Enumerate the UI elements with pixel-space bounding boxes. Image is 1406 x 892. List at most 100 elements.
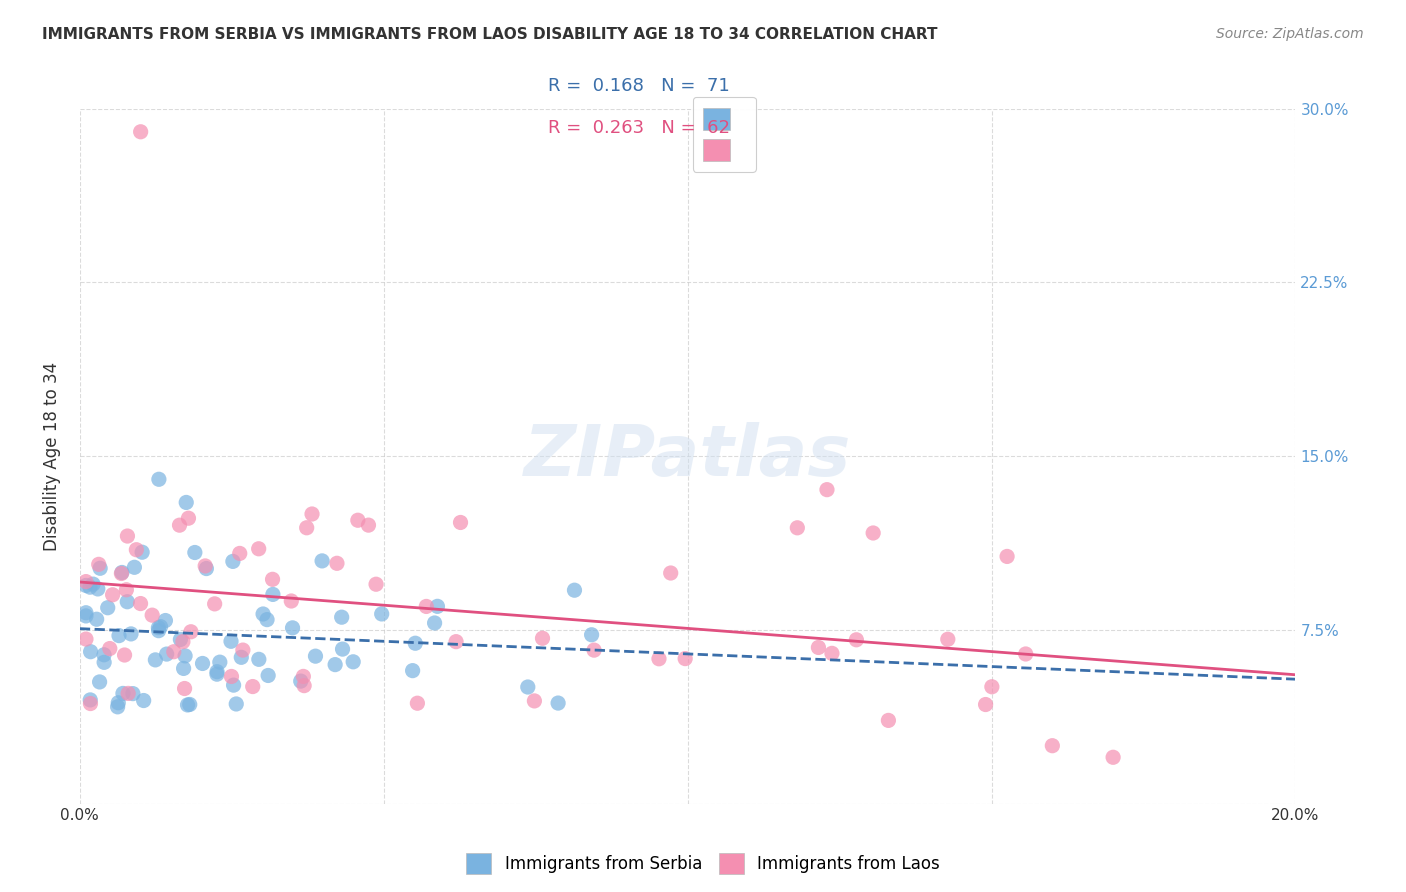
Immigrants from Laos [450, 516, 472, 530]
Immigrants from Serbia [124, 560, 146, 574]
Immigrants from Laos [163, 645, 186, 659]
Immigrants from Serbia [148, 472, 170, 486]
Immigrants from Serbia [111, 686, 134, 700]
Immigrants from Serbia [219, 634, 242, 648]
Immigrants from Serbia [93, 656, 115, 670]
Immigrants from Serbia [131, 545, 153, 559]
Immigrants from Serbia [87, 582, 110, 596]
Immigrants from Serbia [208, 655, 231, 669]
Immigrants from Laos [141, 608, 163, 623]
Immigrants from Serbia [332, 642, 354, 657]
Immigrants from Serbia [195, 561, 218, 575]
Immigrants from Serbia [149, 620, 172, 634]
Immigrants from Serbia [323, 657, 346, 672]
Immigrants from Serbia [247, 652, 270, 666]
Immigrants from Laos [114, 648, 136, 662]
Immigrants from Serbia [79, 580, 101, 594]
Text: IMMIGRANTS FROM SERBIA VS IMMIGRANTS FROM LAOS DISABILITY AGE 18 TO 34 CORRELATI: IMMIGRANTS FROM SERBIA VS IMMIGRANTS FRO… [42, 27, 938, 42]
Immigrants from Serbia [225, 697, 247, 711]
Immigrants from Laos [262, 572, 284, 586]
Immigrants from Laos [110, 566, 132, 581]
Immigrants from Laos [936, 632, 959, 647]
Immigrants from Laos [1040, 739, 1063, 753]
Immigrants from Laos [204, 597, 226, 611]
Immigrants from Laos [444, 634, 467, 648]
Immigrants from Serbia [156, 647, 179, 661]
Immigrants from Laos [194, 558, 217, 573]
Immigrants from Serbia [370, 607, 392, 621]
Immigrants from Laos [115, 582, 138, 597]
Immigrants from Serbia [174, 648, 197, 663]
Immigrants from Laos [79, 697, 101, 711]
Immigrants from Serbia [257, 668, 280, 682]
Immigrants from Serbia [330, 610, 353, 624]
Text: R =  0.168   N =  71: R = 0.168 N = 71 [548, 78, 730, 95]
Immigrants from Serbia [75, 608, 97, 623]
Immigrants from Serbia [256, 613, 278, 627]
Immigrants from Laos [523, 694, 546, 708]
Immigrants from Serbia [404, 636, 426, 650]
Immigrants from Laos [659, 566, 682, 580]
Immigrants from Laos [326, 557, 349, 571]
Immigrants from Laos [125, 542, 148, 557]
Immigrants from Serbia [155, 614, 177, 628]
Immigrants from Laos [583, 643, 606, 657]
Immigrants from Serbia [89, 675, 111, 690]
Immigrants from Laos [648, 652, 671, 666]
Immigrants from Serbia [304, 649, 326, 664]
Immigrants from Laos [232, 643, 254, 657]
Immigrants from Laos [295, 521, 318, 535]
Immigrants from Serbia [107, 696, 129, 710]
Immigrants from Serbia [145, 653, 167, 667]
Immigrants from Laos [877, 714, 900, 728]
Immigrants from Laos [347, 513, 370, 527]
Immigrants from Serbia [75, 578, 97, 592]
Immigrants from Laos [786, 521, 808, 535]
Immigrants from Laos [129, 125, 152, 139]
Immigrants from Serbia [191, 657, 214, 671]
Immigrants from Laos [357, 518, 380, 533]
Immigrants from Serbia [86, 612, 108, 626]
Immigrants from Laos [172, 634, 194, 648]
Immigrants from Laos [169, 518, 191, 533]
Immigrants from Serbia [89, 561, 111, 575]
Immigrants from Serbia [117, 595, 139, 609]
Immigrants from Serbia [222, 554, 245, 568]
Immigrants from Laos [292, 679, 315, 693]
Immigrants from Laos [247, 541, 270, 556]
Text: ZIPatlas: ZIPatlas [524, 422, 852, 491]
Immigrants from Laos [995, 549, 1018, 564]
Immigrants from Laos [815, 483, 838, 497]
Immigrants from Laos [229, 546, 252, 560]
Immigrants from Laos [177, 511, 200, 525]
Y-axis label: Disability Age 18 to 34: Disability Age 18 to 34 [44, 361, 60, 550]
Immigrants from Serbia [231, 650, 253, 665]
Immigrants from Serbia [184, 545, 207, 559]
Immigrants from Serbia [516, 680, 538, 694]
Immigrants from Serbia [205, 667, 228, 681]
Immigrants from Laos [221, 669, 243, 683]
Immigrants from Laos [406, 696, 429, 710]
Immigrants from Serbia [401, 664, 423, 678]
Legend: Immigrants from Serbia, Immigrants from Laos: Immigrants from Serbia, Immigrants from … [457, 843, 949, 884]
Immigrants from Laos [242, 680, 264, 694]
Immigrants from Laos [673, 651, 696, 665]
Immigrants from Serbia [79, 693, 101, 707]
Immigrants from Serbia [122, 687, 145, 701]
Immigrants from Laos [807, 640, 830, 655]
Immigrants from Serbia [169, 632, 191, 647]
Immigrants from Serbia [174, 495, 197, 509]
Immigrants from Serbia [179, 698, 201, 712]
Immigrants from Serbia [107, 699, 129, 714]
Immigrants from Serbia [111, 566, 134, 580]
Immigrants from Laos [845, 632, 868, 647]
Immigrants from Serbia [120, 627, 142, 641]
Immigrants from Serbia [311, 554, 333, 568]
Immigrants from Serbia [547, 696, 569, 710]
Immigrants from Laos [980, 680, 1002, 694]
Immigrants from Laos [301, 507, 323, 521]
Immigrants from Laos [173, 681, 195, 696]
Immigrants from Laos [1015, 647, 1038, 661]
Immigrants from Serbia [79, 645, 101, 659]
Legend: , : , [693, 97, 756, 171]
